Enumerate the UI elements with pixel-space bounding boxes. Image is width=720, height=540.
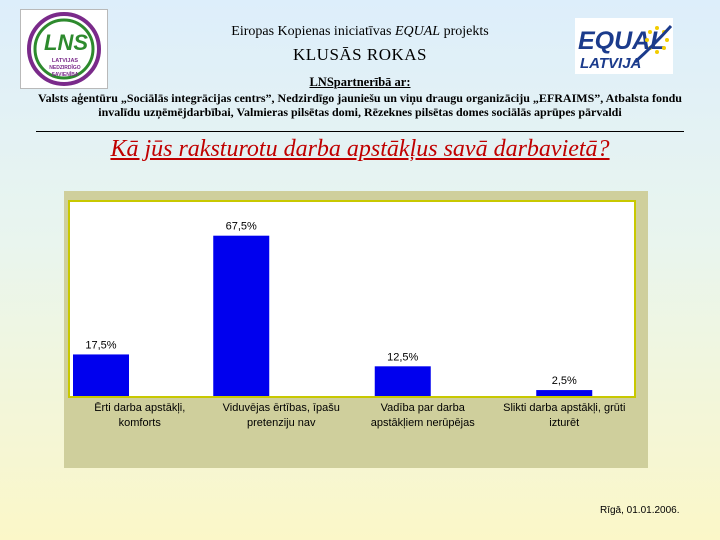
supertitle-suffix: projekts bbox=[440, 24, 489, 39]
lns-logo-line2: NEDZIRDĪGO bbox=[49, 64, 81, 71]
page-supertitle: Eiropas Kopienas iniciatīvas EQUAL proje… bbox=[150, 24, 570, 40]
partners-line-1: Valsts aģentūru „Sociālās integrācijas c… bbox=[38, 91, 682, 105]
lns-logo-graphic: LNS LATVIJAS NEDZIRDĪGO SAVIENĪBA bbox=[27, 12, 101, 86]
lns-logo: LNS LATVIJAS NEDZIRDĪGO SAVIENĪBA bbox=[20, 9, 108, 89]
chart-container: 17,5% Ērti darba apstākļi, komforts 67,5% Vi… bbox=[64, 191, 648, 468]
category-label-4-line-1: Slikti darba apstākļi, grūti bbox=[503, 402, 625, 414]
equal-logo-graphic: EQUAL LATVIJA bbox=[575, 18, 673, 74]
category-label-4-line-2: izturēt bbox=[549, 417, 579, 429]
lns-logo-line3: SAVIENĪBA bbox=[52, 71, 79, 78]
category-label-2-line-1: Viduvējas ērtības, īpašu bbox=[223, 402, 340, 414]
data-label-1: 17,5% bbox=[85, 339, 116, 351]
project-title: KLUSĀS ROKAS bbox=[293, 45, 427, 64]
chart-question: Kā jūs raksturotu darba apstākļus savā d… bbox=[110, 136, 610, 162]
header-divider bbox=[36, 131, 684, 132]
partners-text: Valsts aģentūru „Sociālās integrācijas c… bbox=[28, 91, 692, 119]
partners-heading: LNSpartnerībā ar: bbox=[309, 75, 411, 89]
equal-logo-text: EQUAL bbox=[578, 27, 666, 55]
category-label-1-line-2: komforts bbox=[119, 417, 162, 429]
category-label-3-line-2: apstākļiem nerūpējas bbox=[371, 417, 475, 429]
data-label-2: 67,5% bbox=[226, 221, 257, 233]
bar-2 bbox=[213, 235, 270, 396]
plot-area bbox=[68, 200, 636, 398]
equal-logo: EQUAL LATVIJA bbox=[575, 18, 673, 74]
data-label-3: 12,5% bbox=[387, 351, 418, 363]
category-label-1-line-1: Ērti darba apstākļi, bbox=[94, 402, 185, 414]
partners-line-2: invalīdu uzņēmējdarbībai, Valmieras pils… bbox=[98, 105, 622, 119]
bar-3 bbox=[374, 366, 431, 396]
supertitle-italic: EQUAL bbox=[394, 24, 441, 39]
bar-1 bbox=[73, 354, 129, 396]
category-label-2-line-2: pretenziju nav bbox=[247, 417, 316, 429]
category-label-3-line-1: Vadība par darba bbox=[381, 402, 466, 414]
data-label-4: 2,5% bbox=[552, 375, 577, 387]
lns-logo-line1: LATVIJAS bbox=[52, 58, 79, 64]
footer-date: Rīgā, 01.01.2006. bbox=[600, 505, 680, 516]
bar-4 bbox=[536, 390, 593, 396]
bar-chart: 17,5% Ērti darba apstākļi, komforts 67,5% Vi… bbox=[68, 200, 636, 429]
lns-logo-text: LNS bbox=[44, 30, 88, 55]
supertitle-prefix: Eiropas Kopienas iniciatīvas bbox=[231, 24, 395, 39]
equal-logo-subtext: LATVIJA bbox=[580, 55, 641, 72]
